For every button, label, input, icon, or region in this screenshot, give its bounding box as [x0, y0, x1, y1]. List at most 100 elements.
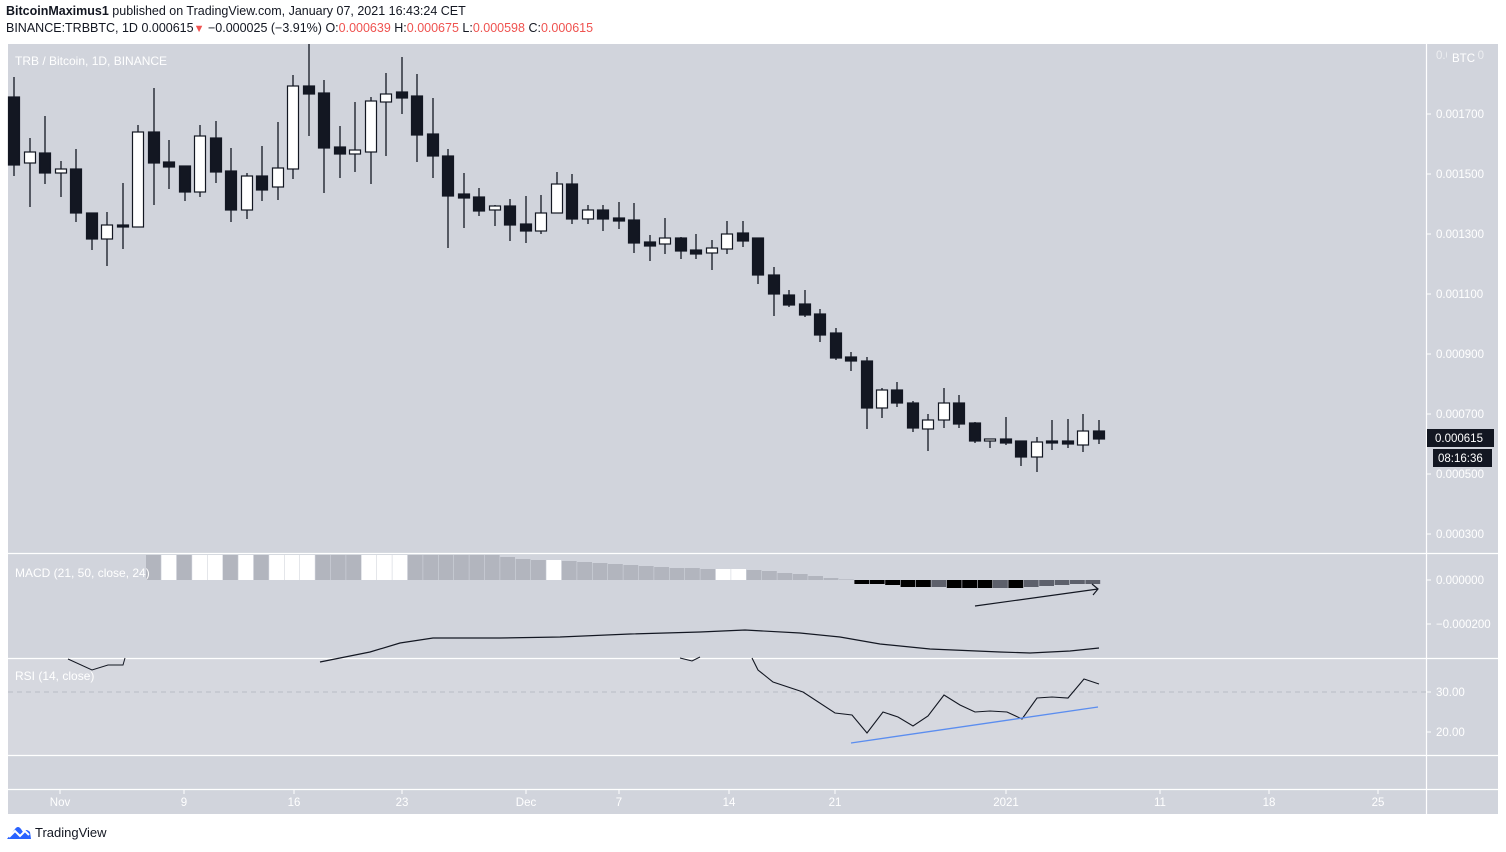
candle[interactable] [472, 188, 486, 216]
candle[interactable] [395, 57, 409, 114]
candle[interactable] [255, 146, 269, 201]
candle[interactable] [627, 203, 641, 253]
candle[interactable] [983, 438, 997, 448]
candle[interactable] [147, 88, 161, 205]
candle[interactable] [519, 196, 533, 243]
candle[interactable] [162, 140, 176, 189]
candle[interactable] [193, 125, 207, 197]
rsi-trendline[interactable] [850, 706, 1099, 744]
macd-line [319, 629, 1100, 663]
candle[interactable] [503, 199, 517, 241]
candle[interactable] [1076, 414, 1090, 452]
candle[interactable] [1030, 437, 1044, 472]
candle[interactable] [54, 161, 68, 197]
candle[interactable] [240, 173, 254, 219]
candle[interactable] [952, 395, 966, 428]
time-axis-label: 18 [1263, 797, 1276, 809]
candle[interactable] [379, 73, 393, 156]
candle[interactable] [689, 234, 703, 259]
tradingview-logo[interactable]: TradingView [6, 824, 107, 840]
candle-body [736, 232, 750, 242]
candle[interactable] [550, 172, 564, 214]
last-price: 0.000615 [141, 21, 194, 35]
candle[interactable] [906, 401, 920, 432]
candle[interactable] [999, 417, 1013, 445]
time-axis-label: 2021 [993, 797, 1019, 809]
candle[interactable] [116, 183, 130, 249]
candle[interactable] [100, 212, 114, 266]
candle[interactable] [643, 235, 657, 261]
candle[interactable] [348, 102, 362, 172]
candle[interactable] [1092, 420, 1106, 444]
candle[interactable] [209, 121, 223, 183]
candle[interactable] [410, 74, 424, 162]
candle-body [364, 100, 378, 153]
candle[interactable] [596, 205, 610, 231]
candle[interactable] [441, 149, 455, 248]
author-name[interactable]: BitcoinMaximus1 [6, 4, 109, 18]
candle[interactable] [612, 202, 626, 229]
time-axis-label: Dec [516, 797, 537, 809]
candle[interactable] [1014, 440, 1028, 466]
candle[interactable] [69, 149, 83, 222]
candle-body [1045, 440, 1059, 444]
candle[interactable] [767, 267, 781, 316]
candle-body [240, 175, 254, 211]
symbol-info: BINANCE:TRBBTC, 1D 0.000615▼ −0.000025 (… [6, 21, 593, 35]
arrow-shaft [974, 588, 1099, 607]
candle[interactable] [302, 44, 316, 136]
candle[interactable] [674, 237, 688, 259]
candle[interactable] [364, 97, 378, 184]
candlestick-series[interactable] [7, 44, 1106, 472]
macd-histogram-bar [700, 569, 716, 580]
macd-histogram-bar [515, 559, 531, 580]
candle[interactable] [1045, 420, 1059, 450]
macd-trend-arrow[interactable] [974, 583, 1099, 607]
time-axis[interactable]: Nov 9 16 23 Dec 7 14 21 2021 11 18 25 [50, 790, 1385, 809]
candle[interactable] [38, 116, 52, 184]
macd-histogram-bar [623, 565, 639, 580]
candle[interactable] [317, 80, 331, 193]
candle[interactable] [1061, 419, 1075, 448]
candle[interactable] [813, 309, 827, 342]
candle[interactable] [581, 205, 595, 224]
candle[interactable] [534, 195, 548, 234]
candle[interactable] [224, 148, 238, 222]
candle[interactable] [875, 388, 889, 418]
candle[interactable] [860, 357, 874, 429]
macd-histogram-bar [146, 555, 161, 580]
candle[interactable] [720, 221, 734, 254]
candle[interactable] [844, 352, 858, 371]
candle[interactable] [23, 138, 37, 207]
candle[interactable] [488, 205, 502, 226]
candle-body [503, 205, 517, 226]
candle[interactable] [457, 173, 471, 228]
candle[interactable] [565, 174, 579, 224]
candle[interactable] [131, 125, 145, 228]
candle[interactable] [751, 237, 765, 284]
candle[interactable] [829, 328, 843, 360]
candle[interactable] [890, 382, 904, 407]
candle[interactable] [798, 290, 812, 317]
price-axis[interactable]: 0.001700 0.001500 0.001300 0.001100 0.000900… [1427, 109, 1491, 739]
candle[interactable] [736, 221, 750, 247]
candle[interactable] [705, 240, 719, 270]
candle[interactable] [85, 212, 99, 250]
candle[interactable] [658, 218, 672, 254]
candle[interactable] [782, 290, 796, 307]
candle-body [534, 212, 548, 232]
candle[interactable] [937, 388, 951, 428]
candle[interactable] [178, 165, 192, 201]
macd-histogram-bar [361, 555, 377, 580]
candle[interactable] [333, 126, 347, 178]
candle[interactable] [968, 422, 982, 443]
candle[interactable] [426, 98, 440, 178]
candle-body [410, 95, 424, 136]
candle[interactable] [271, 122, 285, 200]
candle-body [705, 247, 719, 254]
candle[interactable] [921, 414, 935, 451]
candle[interactable] [7, 77, 21, 176]
arrow-head-icon [1091, 583, 1099, 596]
candle[interactable] [286, 75, 300, 179]
